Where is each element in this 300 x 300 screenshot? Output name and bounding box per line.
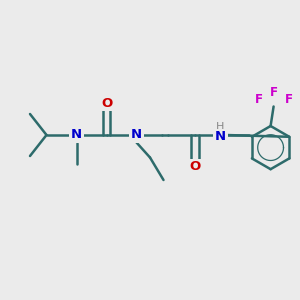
Text: F: F: [255, 93, 263, 106]
Text: F: F: [270, 86, 278, 100]
Text: O: O: [189, 160, 201, 173]
Text: N: N: [131, 128, 142, 142]
Text: F: F: [285, 93, 293, 106]
Text: H: H: [216, 122, 225, 132]
Text: N: N: [215, 130, 226, 143]
Text: N: N: [71, 128, 82, 142]
Text: O: O: [101, 97, 112, 110]
